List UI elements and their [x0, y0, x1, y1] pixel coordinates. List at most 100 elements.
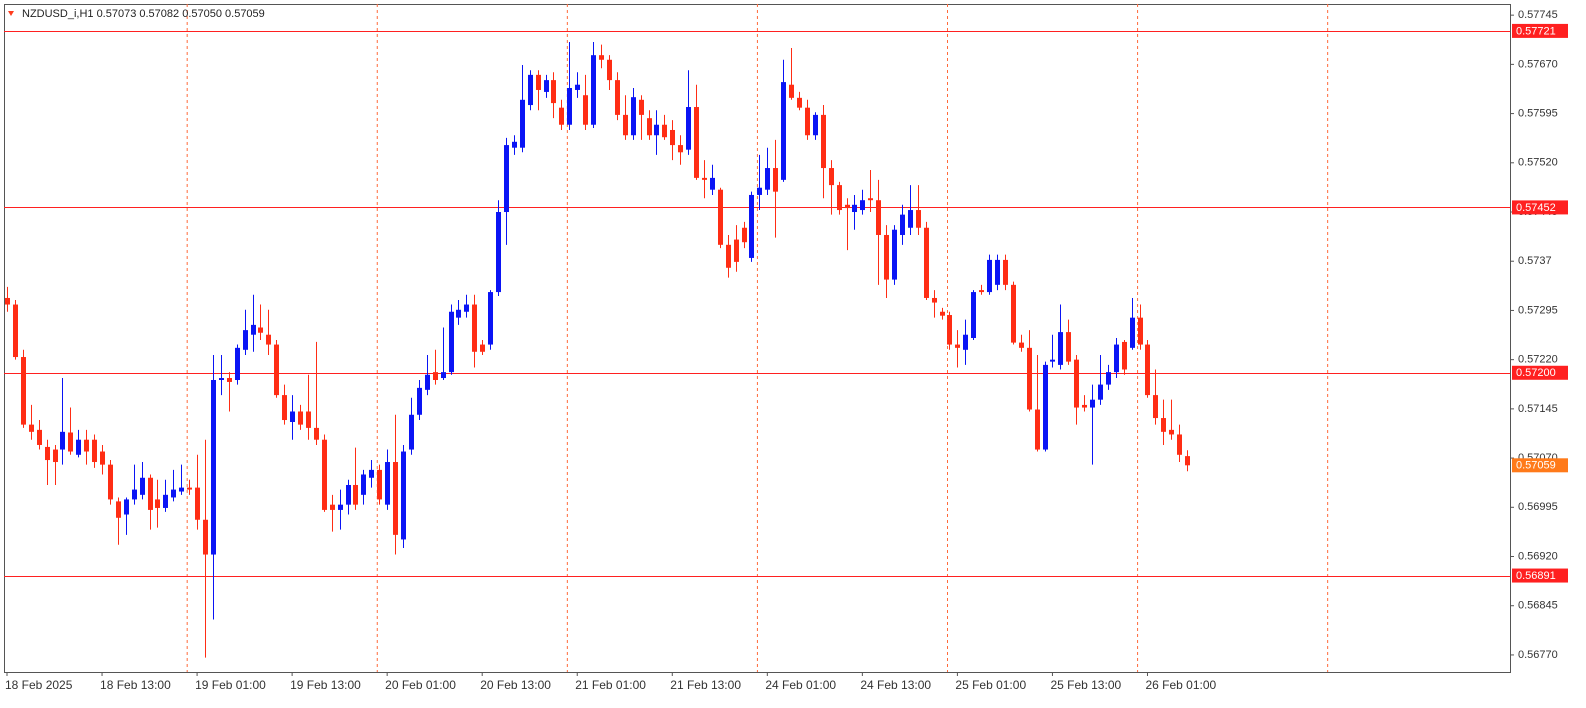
x-tick-label: 24 Feb 01:00 [765, 678, 836, 692]
candle-body [195, 487, 200, 520]
candle-body [108, 464, 113, 500]
candle-body [940, 311, 945, 316]
candle-body [1050, 359, 1055, 362]
candle-body [377, 469, 382, 500]
candle-body [963, 334, 968, 350]
candle-body [678, 145, 683, 153]
candle-body [536, 74, 541, 90]
x-tick-label: 18 Feb 13:00 [100, 678, 171, 692]
y-tick-label: 0.57220 [1518, 354, 1558, 366]
candle-body [155, 499, 160, 508]
candle-body [472, 304, 477, 352]
y-tick-label: 0.57745 [1518, 9, 1558, 21]
candle-body [591, 55, 596, 125]
candle-body [116, 501, 121, 518]
candle-body [662, 124, 667, 138]
y-tick-label: 0.56920 [1518, 550, 1558, 562]
candle-body [369, 469, 374, 478]
candle-body [53, 449, 58, 463]
level-label: 0.57721 [1516, 25, 1556, 37]
candle-body [1003, 259, 1008, 285]
candle-body [1027, 347, 1032, 410]
last-price-label: 0.57059 [1516, 460, 1556, 472]
candle-body [1058, 332, 1063, 365]
candle-body [298, 411, 303, 425]
candle-body [654, 124, 659, 136]
candle-body [393, 462, 398, 535]
candle-body [852, 204, 857, 213]
candle-body [251, 324, 256, 335]
candle-body [1169, 429, 1174, 435]
candle-body [21, 357, 26, 425]
candle-body [496, 212, 501, 293]
candle-body [631, 97, 636, 136]
x-tick-label: 26 Feb 01:00 [1145, 678, 1216, 692]
y-tick-label: 0.56995 [1518, 501, 1558, 513]
chart-title: NZDUSD_i,H1 0.57073 0.57082 0.57050 0.57… [22, 8, 265, 20]
level-label: 0.56891 [1516, 570, 1556, 582]
candle-body [1161, 418, 1166, 432]
x-tick-label: 18 Feb 2025 [5, 678, 73, 692]
candle-body [955, 344, 960, 348]
candle-body [243, 330, 248, 350]
candle-body [68, 432, 73, 452]
candle-body [773, 168, 778, 192]
last-price-box [1512, 458, 1568, 473]
candle-body [528, 74, 533, 106]
candle-body [544, 80, 549, 92]
candle-body [179, 487, 184, 492]
candle-body [361, 474, 366, 495]
x-tick-label: 25 Feb 13:00 [1050, 678, 1121, 692]
candle-body [900, 214, 905, 235]
candle-body [734, 239, 739, 262]
candle-body [718, 189, 723, 245]
candle-body [551, 80, 556, 104]
candle-body [338, 504, 343, 510]
candle-body [132, 489, 137, 500]
candle-body [60, 431, 65, 450]
candle-body [425, 374, 430, 390]
candle-body [702, 177, 707, 180]
candle-body [1130, 317, 1135, 348]
x-tick-label: 24 Feb 13:00 [860, 678, 931, 692]
candle-body [37, 429, 42, 445]
level-label-box [1512, 23, 1568, 38]
candle-body [765, 168, 770, 190]
y-tick-label: 0.57670 [1518, 58, 1558, 70]
level-label-box [1512, 568, 1568, 583]
title-marker [8, 11, 14, 16]
candle-body [1145, 344, 1150, 396]
candle-body [322, 439, 327, 510]
candle-body [76, 439, 81, 455]
y-tick-label: 0.5737 [1518, 255, 1552, 267]
y-tick-label: 0.56770 [1518, 649, 1558, 661]
candle-body [1138, 317, 1143, 345]
candle-body [876, 200, 881, 235]
x-tick-label: 21 Feb 13:00 [670, 678, 741, 692]
candle-body [884, 234, 889, 280]
candle-body [29, 424, 34, 432]
candle-body [932, 297, 937, 303]
candle-body [124, 499, 129, 515]
candle-body [987, 259, 992, 293]
candle-body [163, 494, 168, 508]
candle-body [235, 347, 240, 380]
candle-body [742, 227, 747, 243]
candle-body [504, 145, 509, 213]
candle-body [1114, 344, 1119, 373]
candle-body [211, 379, 216, 555]
level-label-box [1512, 365, 1568, 380]
candle-body [837, 185, 842, 211]
candle-body [670, 129, 675, 146]
candle-body [639, 99, 644, 115]
y-tick-label: 0.57520 [1518, 157, 1558, 169]
candle-body [520, 99, 525, 148]
candle-body [892, 229, 897, 280]
candle-body [314, 427, 319, 440]
candle-body [694, 107, 699, 178]
candle-body [829, 168, 834, 186]
candle-body [615, 80, 620, 115]
candle-body [1098, 384, 1103, 400]
candle-body [860, 200, 865, 211]
